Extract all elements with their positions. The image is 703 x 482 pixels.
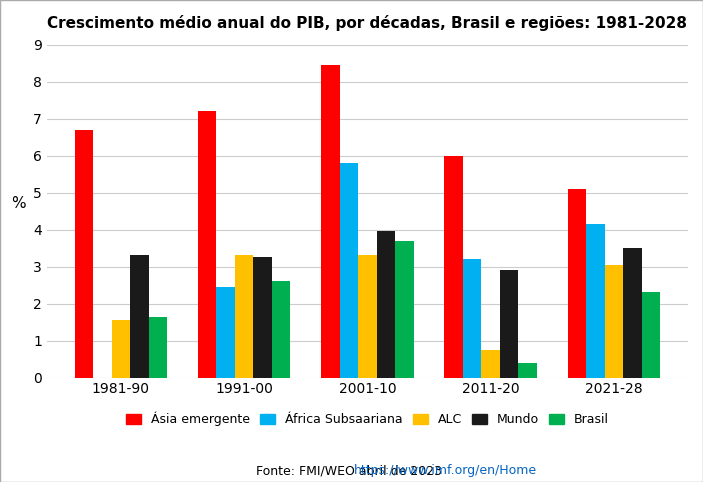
Bar xyxy=(321,65,340,377)
Bar xyxy=(253,257,272,377)
Bar xyxy=(112,320,130,377)
Legend: Ásia emergente, África Subsaariana, ALC, Mundo, Brasil: Ásia emergente, África Subsaariana, ALC,… xyxy=(121,407,614,431)
Bar xyxy=(130,255,148,377)
Bar xyxy=(518,363,537,377)
Bar xyxy=(272,281,290,377)
Bar xyxy=(358,255,377,377)
Bar xyxy=(605,265,624,377)
Bar xyxy=(586,224,605,377)
Text: https://www.imf.org/en/Home: https://www.imf.org/en/Home xyxy=(354,464,536,477)
Bar xyxy=(235,255,253,377)
Bar xyxy=(340,163,358,377)
Bar xyxy=(463,259,482,377)
Title: Crescimento médio anual do PIB, por décadas, Brasil e regiões: 1981-2028: Crescimento médio anual do PIB, por déca… xyxy=(47,15,688,31)
Bar xyxy=(624,248,642,377)
Y-axis label: %: % xyxy=(11,196,25,211)
Bar xyxy=(444,156,463,377)
Bar xyxy=(642,293,660,377)
Text: Fonte: FMI/WEO abril de 2023: Fonte: FMI/WEO abril de 2023 xyxy=(257,464,446,477)
Bar xyxy=(482,350,500,377)
Bar xyxy=(217,287,235,377)
Bar xyxy=(395,241,413,377)
Bar xyxy=(148,317,167,377)
Bar xyxy=(500,270,518,377)
Bar xyxy=(568,189,586,377)
Bar xyxy=(75,130,93,377)
Bar xyxy=(198,111,217,377)
Bar xyxy=(377,231,395,377)
